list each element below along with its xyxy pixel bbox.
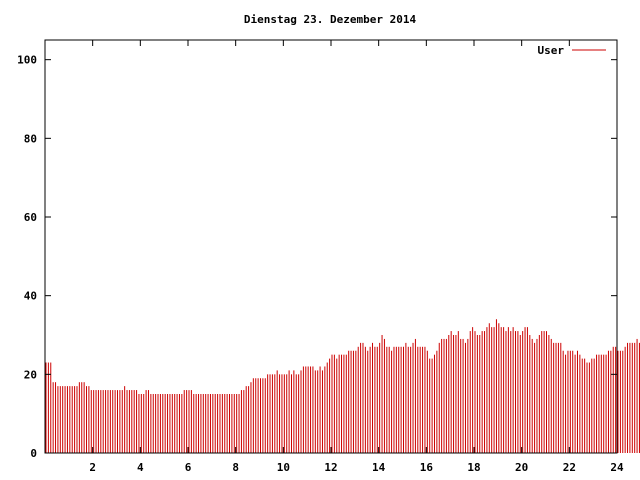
x-tick-label-20: 20 <box>515 461 528 474</box>
bars-layer <box>45 319 640 453</box>
x-tick-label-12: 12 <box>324 461 337 474</box>
y-tick-label-80: 80 <box>24 132 37 145</box>
legend: User <box>538 44 606 57</box>
x-tick-label-24: 24 <box>610 461 624 474</box>
x-tick-label-6: 6 <box>185 461 192 474</box>
y-tick-label-20: 20 <box>24 368 37 381</box>
x-tick-label-14: 14 <box>372 461 386 474</box>
x-tick-label-16: 16 <box>420 461 434 474</box>
legend-label-user: User <box>538 44 565 57</box>
x-tick-label-2: 2 <box>89 461 96 474</box>
x-tick-label-10: 10 <box>277 461 290 474</box>
chart-title: Dienstag 23. Dezember 2014 <box>244 13 417 26</box>
y-tick-label-60: 60 <box>24 211 37 224</box>
x-tick-label-18: 18 <box>467 461 480 474</box>
x-tick-label-22: 22 <box>563 461 576 474</box>
y-tick-label-40: 40 <box>24 290 37 303</box>
y-tick-label-0: 0 <box>30 447 37 460</box>
y-tick-label-100: 100 <box>17 54 37 67</box>
x-tick-label-8: 8 <box>232 461 239 474</box>
x-tick-label-4: 4 <box>137 461 144 474</box>
